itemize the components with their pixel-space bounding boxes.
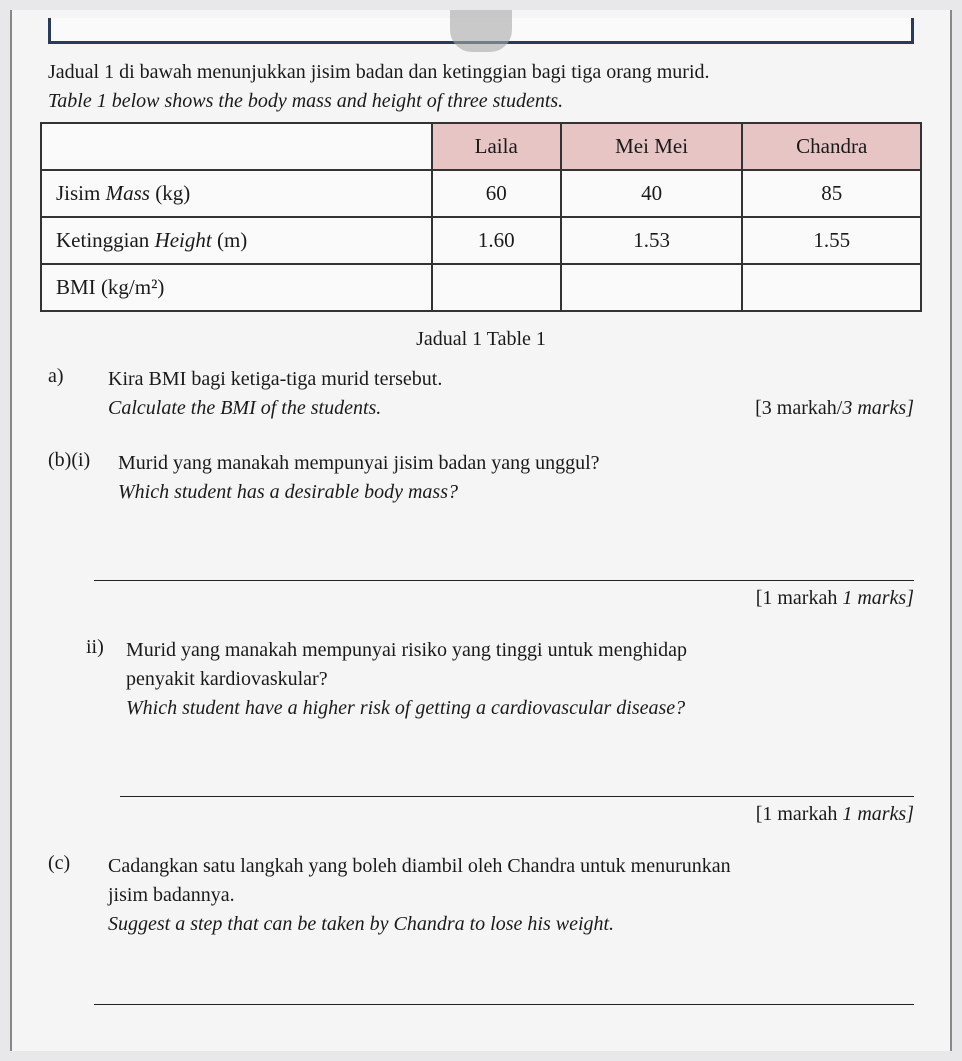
- question-c: (c) Cadangkan satu langkah yang boleh di…: [48, 852, 914, 939]
- cell: 40: [561, 170, 743, 217]
- intro-text: Jadual 1 di bawah menunjukkan jisim bada…: [48, 58, 914, 116]
- qa-label-c: (c): [48, 852, 94, 939]
- cell: [742, 264, 921, 311]
- qa-bi-marks: [1 markah 1 marks]: [40, 587, 914, 610]
- label-ms: BMI: [56, 275, 96, 299]
- cell: 1.60: [432, 217, 561, 264]
- marks-ms: [3 markah/: [755, 397, 842, 419]
- qa-a-marks: [3 markah/3 marks]: [755, 394, 914, 423]
- camera-notch-artifact: [450, 10, 512, 52]
- marks-ms: [1 markah: [756, 803, 843, 825]
- qa-label-bii: ii): [86, 636, 114, 723]
- cell: 1.53: [561, 217, 743, 264]
- table-corner-cell: [41, 123, 432, 170]
- worksheet-page: Jadual 1 di bawah menunjukkan jisim bada…: [10, 10, 952, 1051]
- label-en: Height: [155, 228, 212, 252]
- qa-c-ms1: Cadangkan satu langkah yang boleh diambi…: [108, 852, 914, 881]
- qa-bii-ms2: penyakit kardiovaskular?: [126, 665, 914, 694]
- table-caption: Jadual 1 Table 1: [40, 328, 922, 351]
- qa-label-a: a): [48, 365, 94, 423]
- qa-bii-en: Which student have a higher risk of gett…: [126, 694, 914, 723]
- cell: 1.55: [742, 217, 921, 264]
- table-header-row: Laila Mei Mei Chandra: [41, 123, 921, 170]
- row-bmi-label: BMI (kg/m²): [41, 264, 432, 311]
- intro-en: Table 1 below shows the body mass and he…: [48, 87, 914, 116]
- question-b-ii: ii) Murid yang manakah mempunyai risiko …: [86, 636, 914, 723]
- qa-a-en: Calculate the BMI of the students.: [108, 394, 381, 423]
- label-ms: Ketinggian: [56, 228, 149, 252]
- table-row: Ketinggian Height (m) 1.60 1.53 1.55: [41, 217, 921, 264]
- qa-a-ms: Kira BMI bagi ketiga-tiga murid tersebut…: [108, 365, 914, 394]
- question-a: a) Kira BMI bagi ketiga-tiga murid terse…: [48, 365, 914, 423]
- cell: [432, 264, 561, 311]
- marks-ms: [1 markah: [756, 587, 843, 609]
- row-height-label: Ketinggian Height (m): [41, 217, 432, 264]
- row-mass-label: Jisim Mass (kg): [41, 170, 432, 217]
- col-chandra: Chandra: [742, 123, 921, 170]
- qa-c-en: Suggest a step that can be taken by Chan…: [108, 910, 914, 939]
- label-en: Mass: [106, 181, 150, 205]
- table-row: BMI (kg/m²): [41, 264, 921, 311]
- marks-en: 1 marks]: [842, 587, 914, 609]
- cell: 60: [432, 170, 561, 217]
- intro-ms: Jadual 1 di bawah menunjukkan jisim bada…: [48, 58, 914, 87]
- answer-line: [94, 957, 914, 1005]
- answer-line: [94, 533, 914, 581]
- bmi-table: Laila Mei Mei Chandra Jisim Mass (kg) 60…: [40, 122, 922, 312]
- marks-en: 3 marks]: [842, 397, 914, 419]
- col-laila: Laila: [432, 123, 561, 170]
- qa-bii-marks: [1 markah 1 marks]: [40, 803, 914, 826]
- label-unit: (kg): [155, 181, 190, 205]
- answer-line: [120, 749, 914, 797]
- table-row: Jisim Mass (kg) 60 40 85: [41, 170, 921, 217]
- qa-bi-ms: Murid yang manakah mempunyai jisim badan…: [118, 449, 914, 478]
- col-meimei: Mei Mei: [561, 123, 743, 170]
- marks-en: 1 marks]: [842, 803, 914, 825]
- label-unit: (m): [217, 228, 247, 252]
- cell: 85: [742, 170, 921, 217]
- cell: [561, 264, 743, 311]
- qa-label-bi: (b)(i): [48, 449, 104, 507]
- qa-c-ms2: jisim badannya.: [108, 881, 914, 910]
- label-ms: Jisim: [56, 181, 100, 205]
- question-b-i: (b)(i) Murid yang manakah mempunyai jisi…: [48, 449, 914, 507]
- label-unit: (kg/m²): [101, 275, 164, 299]
- qa-bii-ms1: Murid yang manakah mempunyai risiko yang…: [126, 636, 914, 665]
- qa-bi-en: Which student has a desirable body mass?: [118, 478, 914, 507]
